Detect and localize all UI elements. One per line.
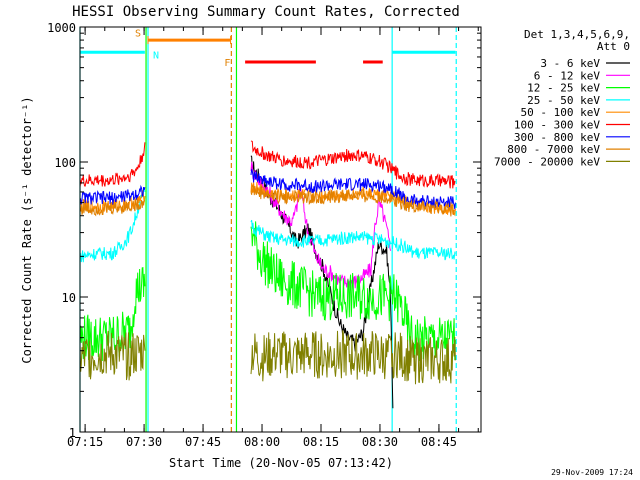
x-axis-label: Start Time (20-Nov-05 07:13:42) (169, 456, 393, 470)
legend-label: 3 - 6 keV (540, 57, 600, 70)
series-line-300-800-kev-1 (250, 169, 456, 210)
series-line-800-7000-kev-1 (250, 183, 456, 217)
series-line-25-50-kev-0 (79, 187, 146, 263)
legend-label: 800 - 7000 keV (507, 143, 600, 156)
legend-label: 7000 - 20000 keV (494, 155, 600, 168)
y-tick-label: 100 (54, 156, 76, 170)
y-axis-label: Corrected Count Rate (s⁻¹ detector⁻¹) (20, 96, 34, 363)
chart-title: HESSI Observing Summary Count Rates, Cor… (72, 4, 460, 20)
legend-label: 300 - 800 keV (514, 131, 600, 144)
series-line-100-300-kev-0 (79, 142, 146, 188)
series-line-7000-20000-kev-0 (79, 330, 146, 381)
legend-label: 12 - 25 keV (527, 82, 600, 95)
y-tick-label: 1 (69, 426, 76, 440)
legend-label: 50 - 100 keV (521, 106, 601, 119)
series-line-300-800-kev-0 (79, 184, 146, 205)
series-line-100-300-kev-1 (250, 140, 456, 189)
x-tick-label: 08:00 (244, 435, 280, 449)
footer-timestamp: 29-Nov-2009 17:24 (551, 468, 633, 477)
series-line-12-25-kev-1 (250, 221, 456, 362)
series-line-7000-20000-kev-1 (250, 330, 456, 385)
legend-label: 6 - 12 keV (534, 69, 601, 82)
plot-frame (79, 26, 482, 433)
series-line-6-12-kev-0 (250, 161, 392, 290)
y-tick-label: 1000 (47, 21, 76, 35)
x-tick-label: 08:45 (421, 435, 457, 449)
y-tick-label: 10 (62, 291, 76, 305)
legend-header-line1: Det 1,3,4,5,6,9, (524, 28, 630, 41)
axes-layer: 1 10 100 1000 07:15 07:30 07:45 08:00 08:15 08:30… (47, 21, 482, 449)
x-tick-label: 07:45 (185, 435, 221, 449)
x-tick-label: 08:15 (303, 435, 339, 449)
legend-label: 100 - 300 keV (514, 119, 600, 132)
series-line-25-50-kev-1 (250, 219, 456, 261)
legend-label: 25 - 50 keV (527, 94, 600, 107)
legend-header-line2: Att 0 (597, 40, 630, 53)
x-tick-label: 07:30 (126, 435, 162, 449)
x-tick-label: 08:30 (362, 435, 398, 449)
annotation-F: F (224, 58, 230, 69)
x-tick-label: 07:15 (67, 435, 103, 449)
series-line-12-25-kev-0 (79, 267, 146, 362)
series-line-800-7000-kev-0 (79, 197, 146, 217)
annotation-S: S (135, 29, 141, 40)
annotation-N: N (153, 50, 159, 61)
